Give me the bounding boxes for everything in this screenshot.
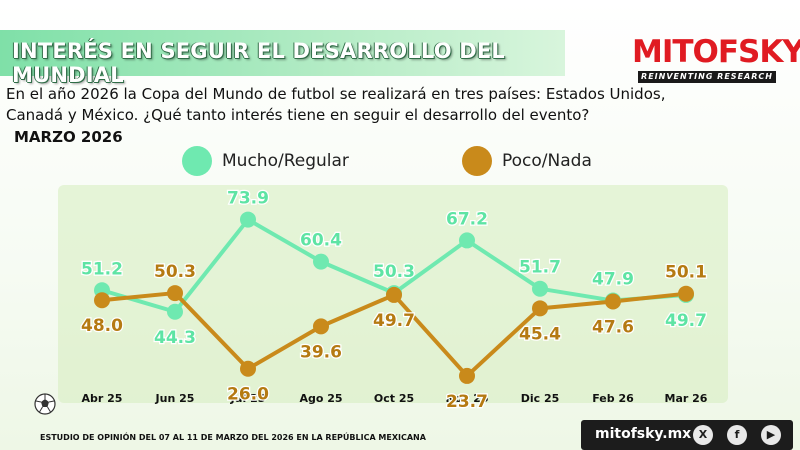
point-poco-nada [313,318,329,335]
data-label-mucho-regular: 51.7 [519,258,561,278]
logo-wordmark: MITOFSKY [632,34,800,70]
point-poco-nada [459,367,475,384]
x-icon[interactable]: X [693,425,713,445]
data-label-mucho-regular: 50.3 [373,262,415,282]
data-label-poco-nada: 23.7 [446,392,488,412]
point-poco-nada [94,292,110,309]
survey-question: En el año 2026 la Copa del Mundo de futb… [6,85,666,124]
youtube-icon[interactable]: ▶ [761,425,781,445]
footer-social-bar: mitofsky.mx X f ▶ [581,420,793,450]
x-tick-label: Abr 25 [82,392,123,405]
legend-dot-mucho-regular [182,146,212,176]
data-label-mucho-regular: 49.7 [665,311,707,331]
point-mucho-regular [459,232,475,249]
data-label-poco-nada: 49.7 [373,311,415,331]
logo-tagline: REINVENTING RESEARCH [638,71,776,83]
mitofsky-logo: MITOFSKY REINVENTING RESEARCH [632,34,800,86]
point-poco-nada [240,360,256,377]
data-label-poco-nada: 50.1 [665,263,707,283]
data-label-poco-nada: 26.0 [227,385,269,405]
point-poco-nada [605,293,621,310]
point-mucho-regular [313,253,329,270]
point-poco-nada [532,300,548,317]
title-banner: INTERÉS EN SEGUIR EL DESARROLLO DEL MUND… [0,30,565,87]
soccer-ball-icon [34,393,56,415]
x-tick-label: Feb 26 [592,392,634,405]
legend-label-poco-nada: Poco/Nada [502,151,592,171]
point-poco-nada [167,285,183,302]
data-label-mucho-regular: 60.4 [300,231,342,251]
data-label-poco-nada: 47.6 [592,317,634,337]
x-tick-label: Jun 25 [155,392,195,405]
website-link[interactable]: mitofsky.mx [595,426,692,442]
point-mucho-regular [167,303,183,320]
x-tick-label: Nov 25 [445,392,488,405]
x-tick-label: Oct 25 [374,392,414,405]
x-tick-label: Ago 25 [299,392,342,405]
facebook-icon[interactable]: f [727,425,747,445]
x-tick-label: Dic 25 [521,392,560,405]
data-label-mucho-regular: 44.3 [154,328,196,348]
point-mucho-regular [532,280,548,297]
survey-period: MARZO 2026 [14,128,123,146]
x-tick-label: Mar 26 [665,392,708,405]
x-tick-label: Jul 25 [230,392,266,405]
data-label-mucho-regular: 67.2 [446,209,488,229]
legend-label-mucho-regular: Mucho/Regular [222,151,349,171]
data-label-poco-nada: 45.4 [519,324,561,344]
page-title: INTERÉS EN SEGUIR EL DESARROLLO DEL MUND… [12,39,506,87]
point-poco-nada [678,285,694,302]
legend-dot-poco-nada [462,146,492,176]
data-label-poco-nada: 50.3 [154,262,196,282]
data-label-poco-nada: 48.0 [81,316,123,336]
data-label-mucho-regular: 51.2 [81,259,123,279]
data-label-mucho-regular: 73.9 [227,189,269,209]
point-mucho-regular [240,211,256,228]
study-footnote: ESTUDIO DE OPINIÓN DEL 07 AL 11 DE MARZO… [40,433,426,442]
point-poco-nada [386,286,402,303]
data-label-mucho-regular: 47.9 [592,270,634,290]
data-label-poco-nada: 39.6 [300,342,342,362]
